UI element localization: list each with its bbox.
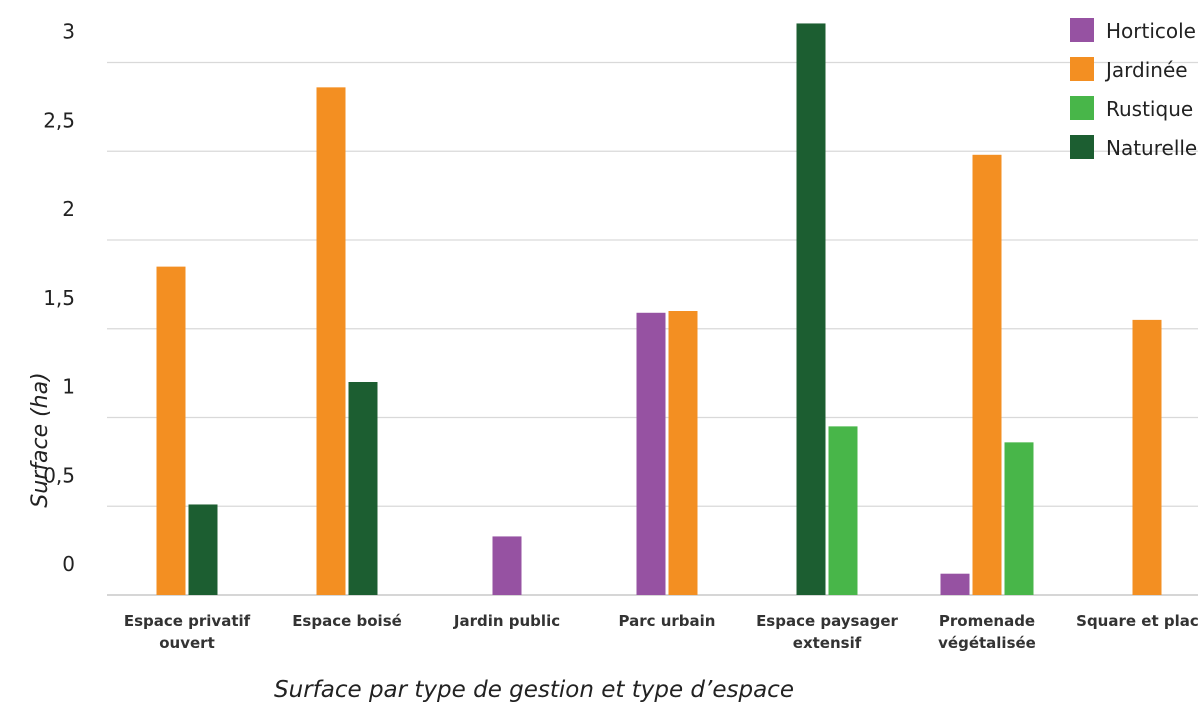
bar-jardinée-0	[156, 266, 186, 595]
category-label: Promenade	[939, 612, 1035, 630]
category-label: Square et places	[1076, 612, 1198, 630]
category-label: ouvert	[159, 634, 215, 652]
bars	[156, 23, 1162, 596]
bar-horticole-5	[940, 573, 970, 595]
category-label: Jardin public	[453, 612, 560, 630]
y-tick-label: 0,5	[43, 463, 75, 487]
category-label: Espace boisé	[292, 612, 402, 630]
bar-rustique-5	[1004, 442, 1034, 595]
legend-label-rustique: Rustique	[1106, 97, 1193, 121]
bar-horticole-2	[492, 536, 522, 595]
bar-rustique-4	[828, 426, 858, 595]
category-label: végétalisée	[938, 634, 1036, 652]
legend-label-horticole: Horticole	[1106, 19, 1196, 43]
category-label: Espace privatif	[124, 612, 251, 630]
y-axis-label: Surface (ha)	[28, 372, 53, 507]
bar-naturelle-4	[796, 23, 826, 595]
y-axis-ticks: 0 0,5 1 1,5 2 2,5 3	[43, 20, 75, 577]
category-labels: Espace privatif ouvert Espace boisé Jardin …	[124, 612, 1198, 652]
bar-jardinée-3	[668, 311, 698, 595]
legend-swatch-jardinée	[1070, 57, 1094, 81]
bar-naturelle-1	[348, 382, 378, 595]
y-tick-label: 2	[62, 197, 75, 221]
y-tick-label: 3	[62, 20, 75, 44]
legend-label-jardinée: Jardinée	[1104, 58, 1188, 82]
bar-jardinée-1	[316, 87, 346, 595]
legend-label-naturelle: Naturelle	[1106, 136, 1197, 160]
legend: Horticole Jardinée Rustique Naturelle	[1070, 18, 1197, 160]
bar-jardinée-6	[1132, 319, 1162, 595]
legend-swatch-rustique	[1070, 96, 1094, 120]
y-tick-label: 1,5	[43, 286, 75, 310]
y-tick-label: 1	[62, 375, 75, 399]
category-label: Espace paysager	[756, 612, 898, 630]
legend-swatch-naturelle	[1070, 135, 1094, 159]
bar-jardinée-5	[972, 154, 1002, 596]
y-tick-label: 0	[62, 552, 75, 576]
x-axis-label: Surface par type de gestion et type d’es…	[274, 677, 794, 703]
category-label: extensif	[793, 634, 862, 652]
bar-naturelle-0	[188, 504, 218, 595]
category-label: Parc urbain	[619, 612, 716, 630]
legend-swatch-horticole	[1070, 18, 1094, 42]
bar-horticole-3	[636, 312, 666, 595]
y-tick-label: 2,5	[43, 108, 75, 132]
